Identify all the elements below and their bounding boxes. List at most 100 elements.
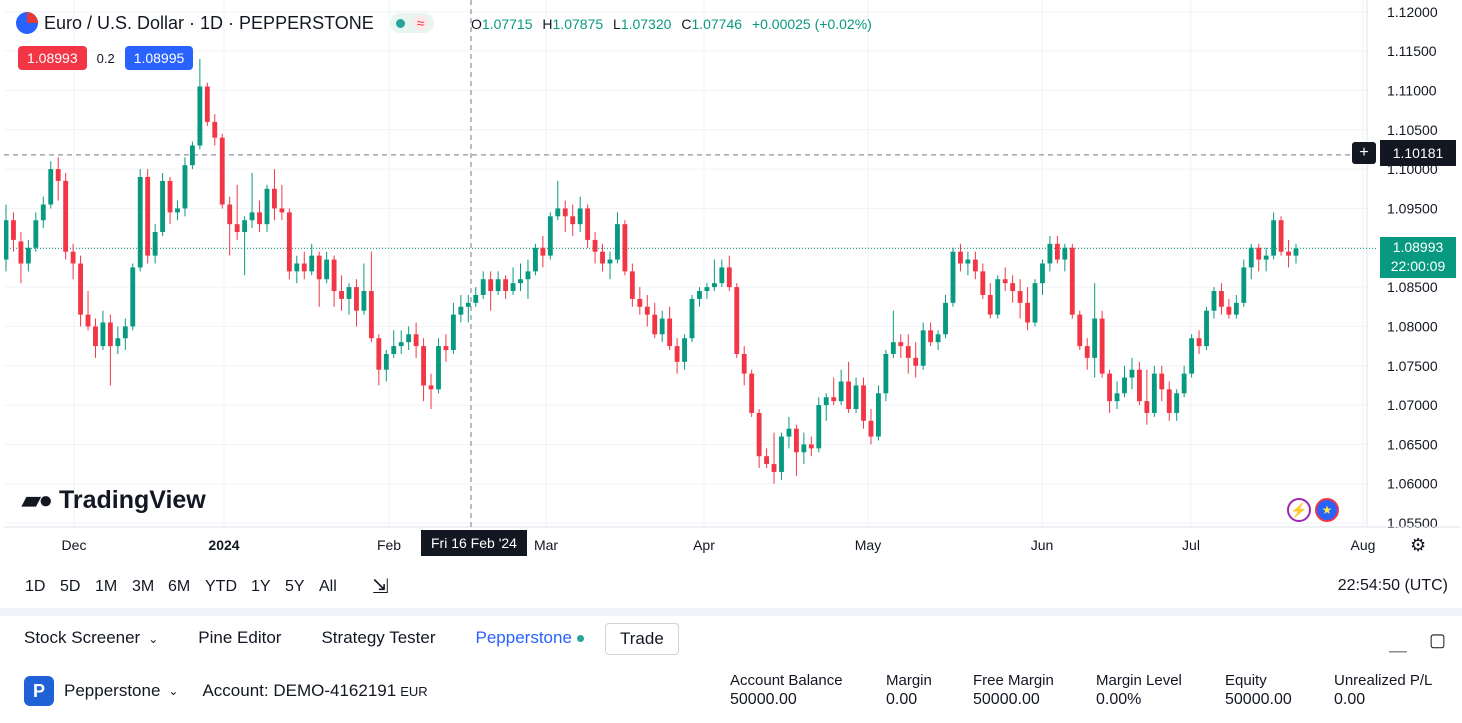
candle-body [197, 86, 203, 146]
candle-body [309, 255, 315, 272]
minimize-icon[interactable]: ＿ [1388, 634, 1407, 654]
candle-body [354, 287, 359, 311]
candle-body [749, 373, 755, 413]
add-alert-plus-icon[interactable]: + [1352, 142, 1376, 164]
eu-flag-icon[interactable]: ★ [1315, 498, 1339, 522]
range-all[interactable]: All [319, 578, 337, 595]
range-5d[interactable]: 5D [60, 578, 81, 595]
range-1m[interactable]: 1M [95, 578, 118, 595]
price-chart[interactable]: 1.120001.115001.110001.105001.100001.095… [4, 0, 1460, 560]
candle-body [1189, 338, 1195, 374]
x-tick-label: Jul [1182, 537, 1200, 553]
candle-body [1010, 283, 1016, 292]
range-6m[interactable]: 6M [168, 578, 191, 595]
stat-unrealized-pl: Unrealized P/L 0.00 [1334, 672, 1432, 709]
candle-body [406, 334, 412, 343]
candle-body [376, 338, 382, 370]
buy-button[interactable]: 1.08995 [124, 46, 194, 70]
go-to-date-icon[interactable]: ⇲ [372, 576, 389, 598]
candle-body [577, 208, 583, 225]
stat-account-balance: Account Balance 50000.00 [730, 672, 843, 709]
candle-body [1263, 255, 1269, 260]
tradingview-logo[interactable]: ▰● TradingView [22, 486, 206, 515]
maximize-icon[interactable]: ▢ [1428, 630, 1446, 650]
range-5y[interactable]: 5Y [285, 578, 305, 595]
last-price-label: 1.08993 22:00:09 [1380, 237, 1456, 278]
range-1y[interactable]: 1Y [251, 578, 271, 595]
x-tick-label: Aug [1351, 537, 1376, 553]
candle-body [965, 259, 971, 264]
candle-body [1047, 243, 1053, 264]
settings-gear-icon[interactable]: ⚙ [1410, 535, 1427, 555]
tab-pepperstone[interactable]: Pepperstone [476, 628, 584, 648]
candle-body [204, 86, 210, 122]
candle-body [667, 318, 673, 347]
candle-body [1196, 338, 1202, 347]
candle-body [294, 263, 300, 272]
candle-body [823, 397, 829, 406]
ohlc-legend: O1.07715 H1.07875 L1.07320 C1.07746 +0.0… [471, 16, 872, 32]
candle-body [846, 381, 852, 410]
last-price-value: 1.08993 [1392, 239, 1444, 255]
candle-body [689, 298, 695, 339]
change-value: +0.00025 (+0.02%) [751, 16, 872, 32]
chart-indicator-icons: ⚡ ★ [1287, 498, 1343, 522]
candle-body [219, 137, 225, 205]
chevron-down-icon: ⌄ [148, 632, 159, 646]
candle-body [644, 306, 650, 315]
candle-body [383, 353, 389, 370]
candle-body [33, 220, 39, 248]
stat-value: 50000.00 [973, 691, 1040, 708]
symbol-header[interactable]: Euro / U.S. Dollar · 1D · PEPPERSTONE ≈ [16, 12, 435, 34]
candle-body [331, 259, 337, 292]
candle-body [793, 428, 799, 453]
bottom-panel: Stock Screener ⌄ Pine Editor Strategy Tes… [4, 616, 1460, 723]
sell-button[interactable]: 1.08993 [18, 46, 87, 70]
x-tick-label: Feb [377, 537, 401, 553]
chart-area[interactable]: 1.12000 1.11500 1.11000 1.10500 1.10000 1.095… [4, 0, 1460, 608]
wave-icon: ≈ [412, 15, 429, 31]
utc-clock[interactable]: 22:54:50 (UTC) [1337, 577, 1448, 594]
candle-body [1241, 267, 1247, 303]
x-tick-label: Apr [693, 537, 715, 553]
stat-value: 50000.00 [1225, 691, 1292, 708]
candle-body [1211, 291, 1217, 311]
candle-body [1159, 373, 1165, 390]
tab-stock-screener[interactable]: Stock Screener ⌄ [24, 628, 158, 648]
plot-background [4, 0, 1366, 527]
candle-body [1122, 377, 1127, 394]
range-ytd[interactable]: YTD [205, 578, 237, 595]
y-tick-label: 1.05500 [1387, 515, 1438, 531]
candle-body [368, 291, 374, 339]
candle-body [391, 346, 397, 354]
range-1d[interactable]: 1D [25, 578, 46, 595]
candle-body [458, 306, 464, 315]
lightning-icon[interactable]: ⚡ [1287, 498, 1311, 522]
candle-body [958, 251, 963, 264]
range-3m[interactable]: 3M [132, 578, 155, 595]
bid-ask-panel: 1.08993 0.2 1.08995 [18, 46, 194, 70]
candle-body [1174, 393, 1180, 413]
market-status-pill[interactable]: ≈ [389, 13, 435, 33]
candle-body [808, 444, 814, 449]
candle-body [540, 247, 546, 256]
candle-body [279, 208, 285, 213]
tab-strategy-tester[interactable]: Strategy Tester [321, 628, 436, 647]
candle-body [920, 330, 926, 366]
trade-button[interactable]: Trade [605, 623, 679, 655]
panel-divider[interactable] [0, 608, 1462, 616]
tab-pine-editor[interactable]: Pine Editor [198, 628, 282, 647]
candle-body [704, 287, 710, 292]
tab-stock-screener-label: Stock Screener [24, 628, 141, 647]
candle-body [436, 346, 441, 390]
spread-value: 0.2 [96, 50, 115, 66]
stat-value: 0.00 [1334, 691, 1366, 708]
candle-body [242, 220, 248, 233]
candle-body [18, 241, 24, 264]
candle-body [622, 224, 628, 272]
account-selector[interactable]: P Pepperstone ⌄ Account: DEMO-4162191 EU… [24, 676, 428, 706]
low-label: L [613, 16, 621, 32]
chevron-down-icon: ⌄ [168, 684, 179, 698]
candle-body [413, 334, 419, 347]
candle-body [555, 208, 561, 217]
